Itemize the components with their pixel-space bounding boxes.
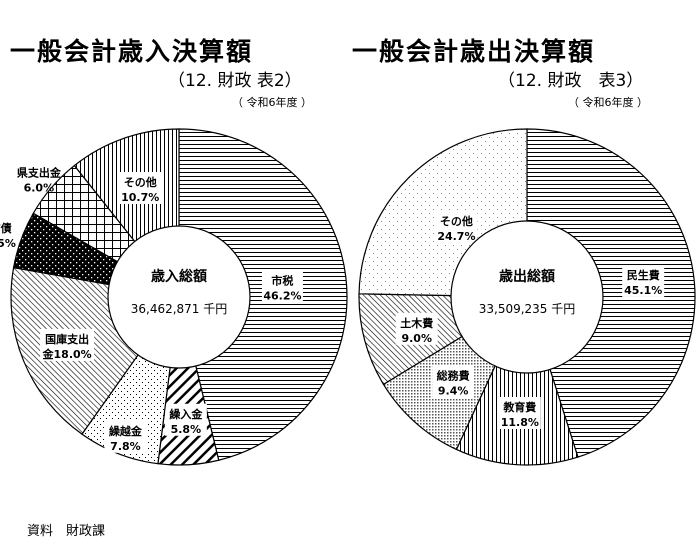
label-background [104,420,147,453]
expenditure-title: 一般会計歳出決算額 [352,37,596,66]
label-background [40,328,95,361]
slice-label: その他 [440,214,473,228]
center-value: 33,509,235 千円 [479,302,576,316]
slice-value-label: 7.8% [110,440,141,453]
slice-label: 市税 [271,274,293,288]
slice-label: 県支出金 [17,166,62,180]
label-background [435,211,478,244]
slice-label: 市債 [0,221,12,235]
slice-value-label: 46.2% [263,290,301,303]
slice-value-label: 11.8% [501,416,539,429]
slice-value-label: 金18.0% [42,347,92,361]
label-background [498,397,541,430]
donut-hole [450,220,604,374]
pie-slice [526,128,696,458]
center-label: 歳入総額 [151,268,207,285]
label-background [622,264,665,297]
source-note: 資料 財政課 [27,524,106,539]
expenditure-subtitle: （12. 財政 表3） [498,71,644,91]
slice-label: 繰越金 [109,424,143,438]
slice-value-label: 24.7% [437,230,475,243]
label-background [119,171,162,204]
slice-value-label: 5.5% [0,237,16,250]
pie-slice [455,295,579,466]
slice-value-label: 9.0% [401,332,432,345]
slice-value-label: 45.1% [624,284,662,297]
label-background [164,403,207,436]
label-background [261,270,303,303]
expenditure-year: （ 令和6年度 ） [568,96,648,109]
center-value: 36,462,871 千円 [131,302,228,316]
center-label: 歳出総額 [499,268,555,285]
slice-value-label: 6.0% [24,182,55,195]
slice-label: 民生費 [627,268,660,282]
revenue-year: （ 令和6年度 ） [232,96,312,109]
slice-label: 教育費 [502,400,536,414]
slice-label: 総務費 [437,369,470,383]
slice-value-label: 9.4% [438,385,469,398]
donut-hole [107,225,251,369]
label-background [432,365,475,398]
label-background [395,312,438,345]
slice-label: その他 [124,175,157,189]
revenue-title: 一般会計歳入決算額 [10,37,254,66]
revenue-subtitle: （12. 財政 表2） [168,71,302,91]
slice-label: 土木費 [400,316,433,330]
slice-label: 繰入金 [169,407,203,421]
pie-1: 民生費 45.1% 教育費 11.8% 総務費 9.4% 土木費 9.0% その他 24.7% 歳出… [358,128,696,466]
slice-label: 国庫支出 [45,332,89,346]
slice-value-label: 10.7% [121,191,159,204]
slice-value-label: 5.8% [171,423,202,436]
